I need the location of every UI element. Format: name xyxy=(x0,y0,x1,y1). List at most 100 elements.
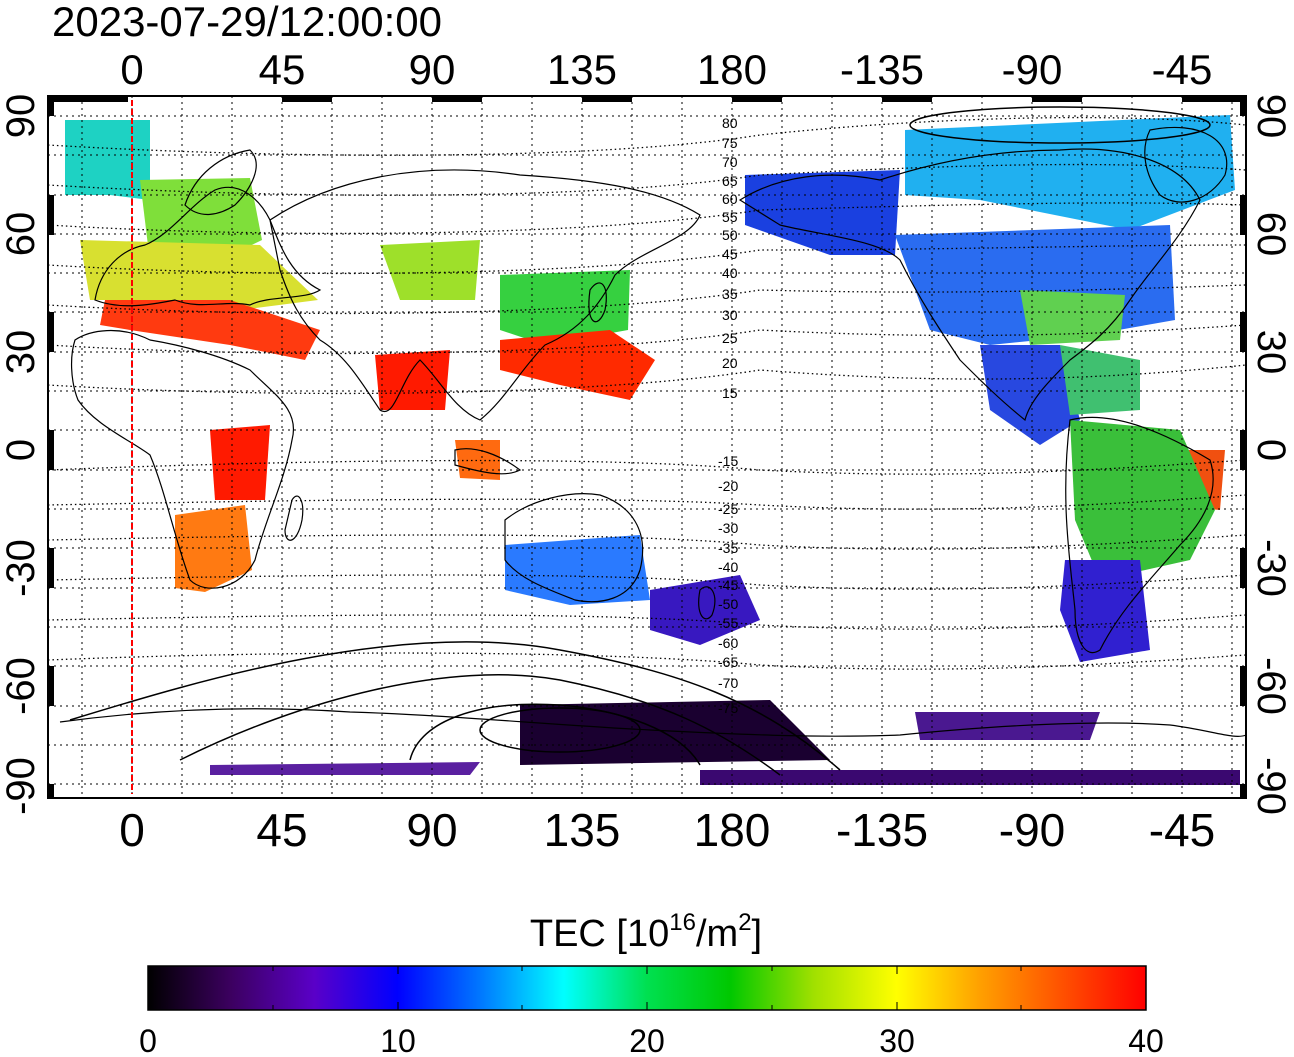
tec-patch-antarctic-edge xyxy=(700,770,1240,785)
tec-data-overlay xyxy=(65,115,1240,785)
colorbar-label-40: 40 xyxy=(1128,1023,1164,1057)
right-tick-m60: -60 xyxy=(1249,657,1293,715)
contour-labels: 80 75 70 65 60 55 50 45 40 35 30 25 20 15 -15 -20 -25 -30… xyxy=(718,115,738,716)
contour-label-40: 40 xyxy=(722,265,738,281)
tec-patch-greenland xyxy=(65,120,150,200)
contour-label--70: -70 xyxy=(718,675,738,691)
tec-patch-central-asia xyxy=(380,240,480,300)
contour-label-65: 65 xyxy=(722,173,738,189)
top-tick-90: 90 xyxy=(409,46,456,93)
left-tick-m30: -30 xyxy=(0,539,43,597)
contour-label-30: 30 xyxy=(722,307,738,323)
left-tick-30: 30 xyxy=(0,330,43,375)
top-tick-45: 45 xyxy=(259,46,306,93)
axis-left: 90 60 30 0 -30 -60 -90 xyxy=(0,94,43,815)
colorbar-labels: 0 10 20 30 40 xyxy=(139,1023,1164,1057)
right-tick-m30: -30 xyxy=(1249,539,1293,597)
tec-patch-europe xyxy=(80,240,318,310)
bottom-tick-180: 180 xyxy=(694,804,771,856)
tec-patch-east-africa xyxy=(210,425,270,500)
contour-label-15: 15 xyxy=(722,385,738,401)
bottom-tick-90: 90 xyxy=(406,804,457,856)
right-tick-30: 30 xyxy=(1249,330,1293,375)
bottom-tick-m135: -135 xyxy=(836,804,928,856)
colorbar: TEC [1016/m2] 0 10 20 30 40 xyxy=(139,909,1164,1057)
colorbar-label-0: 0 xyxy=(139,1023,157,1057)
colorbar-title-mid: /m xyxy=(696,913,738,955)
contour-label-50: 50 xyxy=(722,227,738,243)
contour-label-70: 70 xyxy=(722,154,738,170)
colorbar-title: TEC [1016/m2] xyxy=(530,909,762,955)
colorbar-label-10: 10 xyxy=(380,1023,416,1057)
tec-patch-central-america xyxy=(980,345,1080,445)
tec-patch-south-america xyxy=(1070,420,1215,580)
contour-label--15: -15 xyxy=(718,453,738,469)
bottom-tick-45: 45 xyxy=(256,804,307,856)
contour-label--30: -30 xyxy=(718,520,738,536)
colorbar-ticks xyxy=(272,966,1022,1010)
bottom-tick-135: 135 xyxy=(544,804,621,856)
top-tick-m90: -90 xyxy=(1002,46,1063,93)
colorbar-title-sup2: 2 xyxy=(738,909,751,936)
bottom-tick-0: 0 xyxy=(119,804,145,856)
tec-patch-south-africa xyxy=(175,505,252,592)
left-tick-90: 90 xyxy=(0,94,43,139)
tec-patch-mediterranean xyxy=(100,300,320,360)
contour-label-35: 35 xyxy=(722,286,738,302)
map-panel: 80 75 70 65 60 55 50 45 40 35 30 25 20 15 -15 -20 -25 -30… xyxy=(0,46,1293,856)
contour-label--35: -35 xyxy=(718,540,738,556)
contour-label-45: 45 xyxy=(722,246,738,262)
colorbar-label-20: 20 xyxy=(629,1023,665,1057)
bottom-tick-m90: -90 xyxy=(999,804,1065,856)
left-tick-0: 0 xyxy=(0,439,43,461)
left-tick-m90: -90 xyxy=(0,757,43,815)
contour-label-60: 60 xyxy=(722,191,738,207)
colorbar-title-main: TEC [10 xyxy=(530,913,669,955)
tec-patch-alaska xyxy=(745,170,900,255)
tec-patch-australia xyxy=(505,535,650,605)
tec-patch-us-east xyxy=(1020,290,1125,345)
contour-label--65: -65 xyxy=(718,654,738,670)
right-tick-60: 60 xyxy=(1249,212,1293,257)
contour-label--25: -25 xyxy=(718,501,738,517)
colorbar-title-sup1: 16 xyxy=(669,909,696,936)
colorbar-label-30: 30 xyxy=(879,1023,915,1057)
left-tick-m60: -60 xyxy=(0,657,43,715)
right-tick-m90: -90 xyxy=(1249,757,1293,815)
frame-ticks xyxy=(48,96,1246,798)
contour-label--50: -50 xyxy=(718,596,738,612)
tec-patch-india xyxy=(375,350,450,410)
left-tick-60: 60 xyxy=(0,212,43,257)
coastlines xyxy=(59,126,1247,737)
magnetic-latitude-contours xyxy=(47,116,1247,670)
tec-patch-southeast-asia xyxy=(455,440,500,480)
tec-patch-east-asia xyxy=(500,330,655,400)
graticule xyxy=(48,96,1246,798)
top-tick-0: 0 xyxy=(120,46,143,93)
bottom-tick-m45: -45 xyxy=(1149,804,1215,856)
right-tick-0: 0 xyxy=(1249,439,1293,461)
contour-label--45: -45 xyxy=(718,577,738,593)
contour-label-55: 55 xyxy=(722,209,738,225)
tec-patch-canada-arctic xyxy=(905,115,1235,230)
colorbar-title-end: ] xyxy=(752,913,763,955)
contour-label--40: -40 xyxy=(718,559,738,575)
contour-label--75: -75 xyxy=(718,700,738,716)
contour-label-25: 25 xyxy=(722,330,738,346)
contour-label-80: 80 xyxy=(722,115,738,131)
top-tick-m135: -135 xyxy=(840,46,924,93)
axis-top: 0 45 90 135 180 -135 -90 -45 xyxy=(120,46,1212,93)
contour-label--20: -20 xyxy=(718,478,738,494)
top-tick-m45: -45 xyxy=(1152,46,1213,93)
axis-right: 90 60 30 0 -30 -60 -90 xyxy=(1249,94,1293,815)
magnetic-pole-contours xyxy=(69,106,1211,776)
contour-label-20: 20 xyxy=(722,355,738,371)
top-tick-180: 180 xyxy=(697,46,767,93)
contour-label-75: 75 xyxy=(722,135,738,151)
contour-label--55: -55 xyxy=(718,615,738,631)
tec-patch-southern-ocean xyxy=(210,762,480,775)
tec-patch-caribbean xyxy=(1060,345,1140,415)
timestamp-title: 2023-07-29/12:00:00 xyxy=(52,0,442,45)
right-tick-90: 90 xyxy=(1249,94,1293,139)
